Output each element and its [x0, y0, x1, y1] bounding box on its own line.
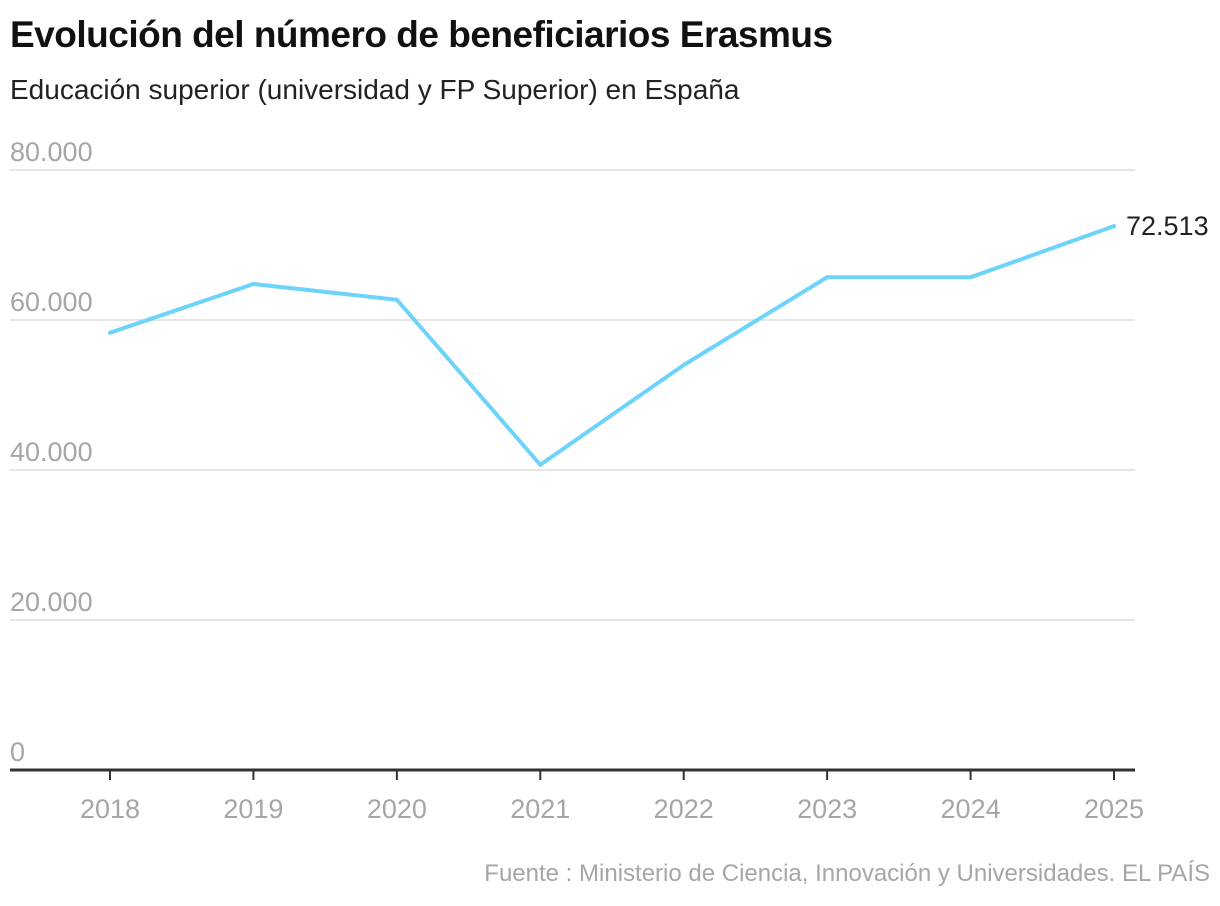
- x-tick-label: 2021: [510, 794, 570, 824]
- data-point: [681, 363, 686, 367]
- x-tick-label: 2022: [654, 794, 714, 824]
- data-point: [968, 275, 973, 280]
- y-tick-label: 20.000: [10, 587, 93, 617]
- data-label: 72.513: [1126, 211, 1209, 241]
- y-axis-ticks: 0 20.000 40.000 60.000 80.000: [10, 137, 93, 767]
- x-tick-label: 2025: [1084, 794, 1144, 824]
- y-tick-label: 0: [10, 737, 25, 767]
- x-tick-label: 2019: [223, 794, 283, 824]
- data-point: [108, 330, 112, 335]
- source-note: Fuente : Ministerio de Ciencia, Innovaci…: [484, 860, 1210, 887]
- data-labels: 72.513: [1126, 211, 1209, 241]
- y-tick-label: 60.000: [10, 287, 93, 317]
- data-point: [825, 275, 830, 280]
- chart-subtitle: Educación superior (universidad y FP Sup…: [10, 74, 740, 105]
- data-point: [1112, 224, 1116, 229]
- data-point: [394, 297, 399, 302]
- gridlines: [10, 169, 1135, 621]
- x-axis: 2018 2019 2020 2021 2022 2023 2024 2025: [10, 768, 1144, 824]
- data-point: [538, 462, 543, 467]
- x-tick-label: 2018: [80, 794, 140, 824]
- x-tick-label: 2024: [941, 794, 1001, 824]
- series-line: [108, 224, 1116, 467]
- chart-title: Evolución del número de beneficiarios Er…: [10, 14, 833, 55]
- y-tick-label: 80.000: [10, 137, 93, 167]
- x-tick-label: 2020: [367, 794, 427, 824]
- y-tick-label: 40.000: [10, 437, 93, 467]
- series-layer: [108, 224, 1116, 467]
- data-point: [251, 282, 256, 286]
- x-tick-label: 2023: [797, 794, 857, 824]
